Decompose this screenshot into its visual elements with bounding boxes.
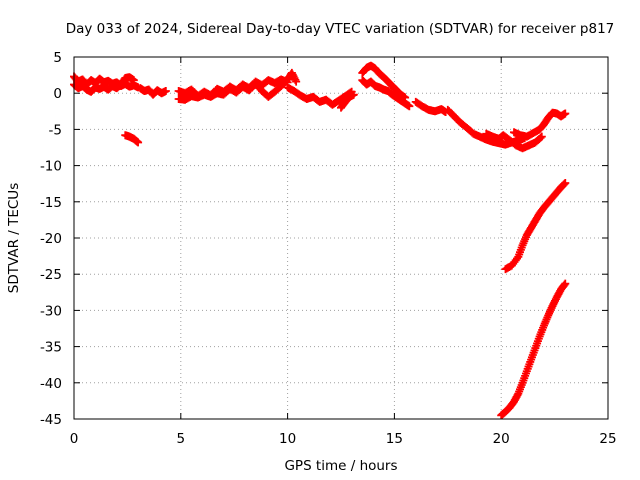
x-tick-label: 5 [177,431,186,447]
data-points [70,61,570,420]
x-tick-label: 20 [493,431,510,447]
y-tick-label: -30 [40,303,62,319]
chart-title: Day 033 of 2024, Sidereal Day-to-day VTE… [66,21,615,37]
series-sat-k [411,97,450,117]
data-point [161,87,170,96]
data-point [513,254,522,263]
plot-frame [73,56,609,420]
x-axis-label: GPS time / hours [284,458,397,474]
series-sat-m [482,129,546,153]
data-point [561,109,570,118]
data-point [405,102,414,111]
data-point [134,138,143,147]
series-sat-i [358,61,410,102]
series-sat-c [121,131,143,147]
series-sat-d [136,84,170,99]
data-point [537,132,546,141]
series-sat-f [174,68,301,104]
series-sat-b [70,73,138,96]
axes: 0 5 10 15 20 25 5 0 -5 -10 -15 -20 -25 -30 -35 -40 -45 [40,50,617,447]
series-sat-g [283,83,356,109]
x-tick-label: 25 [599,431,616,447]
data-point [536,133,545,142]
y-tick-label: -20 [40,231,62,247]
data-point [129,76,138,85]
y-tick-label: -45 [40,412,62,428]
x-tick-label: 10 [279,431,296,447]
data-point [561,279,570,288]
data-point [561,178,570,187]
series-sat-n [510,108,570,141]
y-tick-label: -15 [40,195,62,211]
series-sat-h [337,90,358,112]
y-axis-label: SDTVAR / TECUs [6,183,22,293]
y-tick-label: -25 [40,267,62,283]
series-sat-p [497,279,570,420]
y-tick-label: -5 [49,122,62,138]
y-tick-label: -40 [40,376,62,392]
x-tick-label: 0 [70,431,79,447]
y-tick-label: -10 [40,159,62,175]
series-sat-o [501,178,570,274]
data-point [349,90,358,99]
x-tick-label: 15 [386,431,403,447]
y-tick-label: 5 [53,50,62,66]
data-point [292,77,301,86]
series-sat-j [358,76,414,111]
y-tick-label: 0 [53,86,62,102]
y-tick-label: -35 [40,340,62,356]
